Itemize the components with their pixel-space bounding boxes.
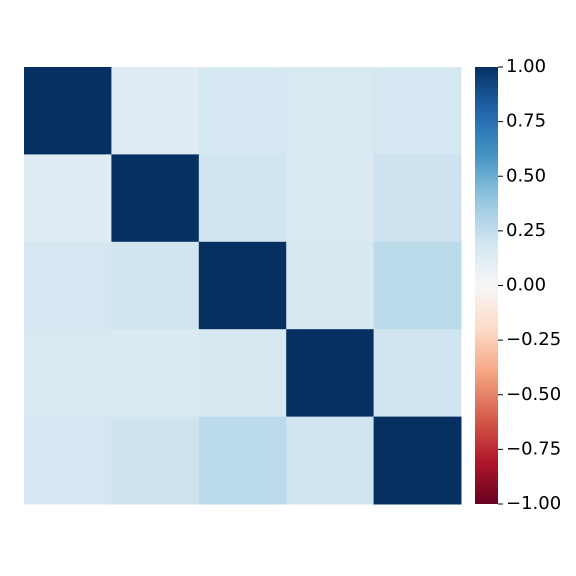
heatmap-cell bbox=[24, 154, 112, 243]
heatmap-cell bbox=[286, 241, 375, 330]
colorbar-tick-label: 1.00 bbox=[506, 56, 546, 77]
heatmap-cell bbox=[198, 241, 287, 330]
heatmap-cell bbox=[373, 416, 462, 505]
heatmap-cell bbox=[111, 154, 200, 243]
heatmap-cell bbox=[373, 154, 462, 243]
colorbar-tick-label: 0.50 bbox=[506, 165, 546, 186]
colorbar-tick-label: −0.25 bbox=[506, 329, 561, 350]
heatmap-cell bbox=[286, 416, 375, 505]
colorbar-tick-label: 0.75 bbox=[506, 111, 546, 132]
heatmap-cell bbox=[198, 154, 287, 243]
heatmap-cell bbox=[286, 329, 375, 418]
heatmap-cell bbox=[111, 67, 200, 155]
heatmap-cell bbox=[373, 67, 462, 155]
heatmap-cell bbox=[373, 329, 462, 418]
colorbar-tick-label: −0.75 bbox=[506, 438, 561, 459]
heatmap-cell bbox=[286, 154, 375, 243]
heatmap-cell bbox=[373, 241, 462, 330]
heatmap-cell bbox=[111, 416, 200, 505]
colorbar-tick-label: −0.50 bbox=[506, 384, 561, 405]
heatmap-cell bbox=[286, 67, 375, 155]
heatmap-cell bbox=[24, 329, 112, 418]
heatmap-cell bbox=[111, 329, 200, 418]
heatmap-cell bbox=[24, 416, 112, 505]
heatmap-cell bbox=[198, 67, 287, 155]
colorbar bbox=[475, 67, 498, 504]
heatmap-cell bbox=[24, 241, 112, 330]
colorbar-tick-label: 0.25 bbox=[506, 220, 546, 241]
colorbar-tick-label: −1.00 bbox=[506, 493, 561, 514]
heatmap-cell bbox=[198, 416, 287, 505]
colorbar-tick-label: 0.00 bbox=[506, 275, 546, 296]
heatmap-cell bbox=[111, 241, 200, 330]
heatmap-cell bbox=[24, 67, 112, 155]
heatmap-cell bbox=[198, 329, 287, 418]
